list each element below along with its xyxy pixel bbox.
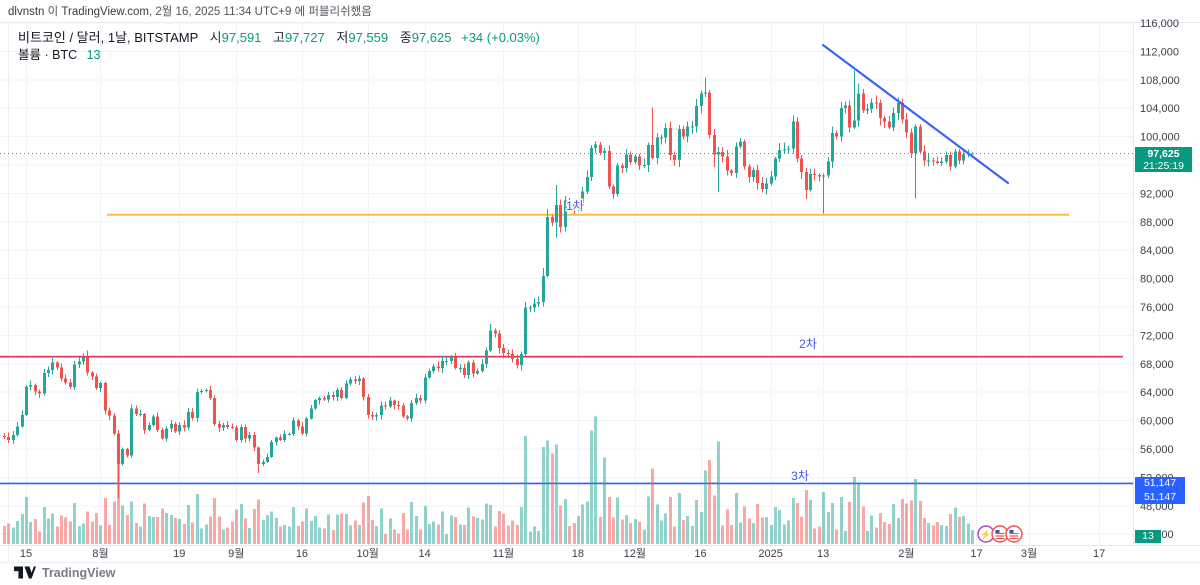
price-tick-label: 56,000 xyxy=(1140,444,1174,456)
publish-timestamp: , 2월 16, 2025 11:34 UTC+9 에 퍼블리쉬했음 xyxy=(149,6,372,18)
tradingview-attribution[interactable]: TradingView xyxy=(14,565,115,580)
volume-legend: 볼륨 · BTC 13 xyxy=(18,44,101,63)
time-tick-label: 2월 xyxy=(898,547,914,560)
level-label-1차[interactable]: 1차 xyxy=(565,198,586,215)
time-tick-label: 19 xyxy=(173,548,185,560)
lightning-bolt-icon: ⚡ xyxy=(980,529,991,541)
last-price-value: 97,625 xyxy=(1147,148,1180,160)
price-tick-label: 84,000 xyxy=(1140,245,1174,257)
price-level-badge-2: 51,147 xyxy=(1135,490,1185,504)
time-tick-label: 17 xyxy=(1093,548,1105,560)
price-tick-label: 108,000 xyxy=(1140,75,1180,87)
time-tick-label: 2025 xyxy=(758,548,782,560)
close-label: 종 xyxy=(399,30,412,45)
level-labels[interactable]: 1차 2차 3차 xyxy=(565,198,819,485)
time-axis[interactable]: 15 8월 19 9월 16 10월 14 11월 18 12월 16 2025 13 2월 17 3월 17 xyxy=(0,545,1200,561)
price-tick-label: 116,000 xyxy=(1140,18,1179,30)
price-axis[interactable]: 116,000 112,000 108,000 104,000 100,000 92,00… xyxy=(1133,18,1180,545)
time-tick-label: 11월 xyxy=(493,547,515,560)
price-tick-label: 88,000 xyxy=(1140,217,1174,229)
volume-value: 13 xyxy=(86,48,101,62)
level-label-3차[interactable]: 3차 xyxy=(790,468,811,485)
widget-left-border xyxy=(8,22,9,562)
chart-legend: 비트코인 / 달러, 1날, BITSTAMP 시97,591 고97,727 … xyxy=(18,27,540,46)
price-tick-label: 76,000 xyxy=(1140,302,1174,314)
time-tick-label: 3월 xyxy=(1021,547,1037,560)
time-tick-label: 13 xyxy=(817,548,829,560)
tradingview-brand-name: TradingView xyxy=(42,565,116,580)
time-tick-label: 17 xyxy=(970,548,982,560)
price-tick-label: 104,000 xyxy=(1140,103,1180,115)
price-tick-label: 112,000 xyxy=(1140,46,1179,58)
calendar-event-icons[interactable]: ⚡ xyxy=(977,525,1023,543)
time-tick-label: 18 xyxy=(572,548,584,560)
low-label: 저 xyxy=(336,30,349,45)
publisher-username: dlvnstn xyxy=(8,6,45,18)
bar-countdown: 21:25:19 xyxy=(1143,160,1184,172)
time-tick-label: 8월 xyxy=(92,547,108,560)
publish-connector: 이 xyxy=(44,6,62,18)
volume-bars xyxy=(3,416,974,544)
last-price-badge: 97,625 21:25:19 xyxy=(1135,147,1192,172)
level-label-2차[interactable]: 2차 xyxy=(798,336,819,353)
time-tick-label: 10월 xyxy=(356,547,378,560)
close-value: 97,625 xyxy=(411,30,452,45)
candlesticks xyxy=(3,70,974,498)
price-level-badge-1: 51,147 xyxy=(1135,477,1185,491)
time-tick-label: 15 xyxy=(20,548,32,560)
support-resistance-lines[interactable] xyxy=(0,213,1133,485)
time-tick-label: 16 xyxy=(296,548,308,560)
volume-value-badge: 13 xyxy=(1135,530,1161,543)
descending-trendline[interactable] xyxy=(821,43,1010,185)
high-value: 97,727 xyxy=(285,30,325,45)
open-label: 시 xyxy=(209,30,222,45)
volume-label[interactable]: 볼륨 · BTC xyxy=(18,48,78,62)
price-tick-label: 72,000 xyxy=(1140,330,1174,342)
change-value: +34 (+0.03%) xyxy=(461,30,540,45)
time-tick-label: 14 xyxy=(418,548,430,560)
low-value: 97,559 xyxy=(348,30,389,45)
price-tick-label: 64,000 xyxy=(1140,387,1174,399)
time-tick-label: 9월 xyxy=(228,547,244,560)
publish-site-link[interactable]: TradingView.com xyxy=(61,6,149,18)
time-tick-label: 16 xyxy=(694,548,706,560)
price-tick-label: 68,000 xyxy=(1140,359,1174,371)
tradingview-logo-icon xyxy=(14,566,36,579)
price-tick-label: 60,000 xyxy=(1140,416,1174,428)
open-value: 97,591 xyxy=(221,30,262,45)
widget-bottom-border xyxy=(0,562,1200,563)
price-tick-label: 80,000 xyxy=(1140,274,1174,286)
price-tick-label: 100,000 xyxy=(1140,132,1180,144)
chart-grid xyxy=(0,22,1133,545)
high-label: 고 xyxy=(273,30,285,45)
publish-info-line: dlvnstn 이 TradingView.com, 2월 16, 2025 1… xyxy=(8,3,372,19)
symbol-title[interactable]: 비트코인 / 달러, 1날, BITSTAMP xyxy=(18,30,199,45)
price-tick-label: 92,000 xyxy=(1140,188,1174,200)
time-tick-label: 12월 xyxy=(624,547,646,560)
